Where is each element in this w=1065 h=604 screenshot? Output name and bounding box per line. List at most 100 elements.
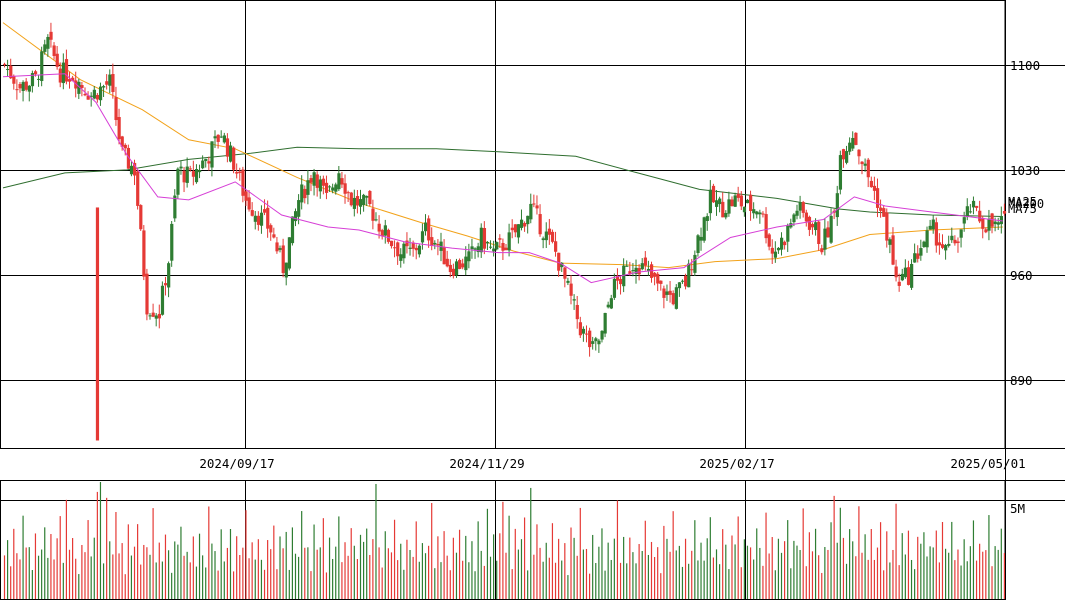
candle	[739, 191, 743, 211]
candle	[516, 224, 521, 244]
candle	[467, 243, 471, 269]
candle-body	[922, 241, 926, 247]
candle	[210, 141, 214, 177]
candle	[848, 137, 852, 155]
candle-body	[603, 312, 607, 334]
candle	[690, 258, 694, 276]
candle	[879, 199, 883, 218]
candle-body	[894, 266, 898, 278]
candle-body	[739, 195, 743, 207]
candle	[430, 227, 434, 251]
candle-body	[566, 280, 570, 283]
candle	[331, 183, 335, 194]
candle	[764, 207, 768, 244]
candle	[424, 214, 428, 236]
candle	[61, 53, 66, 90]
candle-body	[628, 271, 632, 275]
candle-body	[303, 188, 307, 199]
candle	[393, 240, 397, 258]
candle-body	[761, 213, 765, 215]
candle-body	[702, 217, 706, 241]
candle-body	[95, 207, 100, 441]
legend-ma200: MA200	[1008, 197, 1044, 211]
candle	[835, 185, 839, 226]
candle-body	[826, 227, 830, 238]
candle-body	[324, 182, 329, 193]
candle	[136, 169, 140, 210]
candle	[544, 222, 548, 248]
candle-body	[163, 283, 168, 286]
candle-body	[841, 149, 846, 160]
candle	[783, 240, 787, 250]
candle	[897, 273, 901, 292]
candle-body	[461, 263, 465, 268]
candle	[519, 209, 524, 231]
candle	[600, 330, 604, 343]
candle-body	[866, 159, 870, 178]
candle-body	[389, 240, 394, 247]
candle-body	[68, 79, 72, 82]
candle	[216, 134, 220, 149]
candle-body	[133, 162, 137, 176]
candle-body	[612, 278, 617, 298]
candle-body	[578, 322, 582, 336]
candle	[194, 164, 199, 184]
candle-body	[860, 161, 864, 165]
candle	[996, 217, 1000, 230]
candle	[15, 79, 19, 100]
candle-body	[281, 245, 285, 274]
candle-body	[643, 257, 648, 266]
candle-body	[588, 330, 592, 348]
candle	[284, 262, 288, 286]
candle-body	[869, 180, 873, 188]
candle-body	[157, 313, 161, 319]
candle	[281, 238, 285, 278]
candle	[414, 244, 418, 260]
candle-body	[27, 85, 31, 92]
candle-body	[572, 299, 576, 301]
candle-body	[476, 246, 480, 253]
candle-body	[854, 132, 858, 145]
candle	[442, 239, 446, 265]
candle	[377, 215, 381, 239]
candle	[272, 227, 276, 239]
candle-body	[674, 287, 678, 309]
candle	[188, 165, 192, 172]
candle	[529, 193, 533, 224]
candle-body	[86, 95, 90, 100]
candle	[668, 280, 672, 303]
candle	[851, 131, 855, 152]
candle-body	[956, 241, 960, 243]
candle-body	[6, 69, 10, 71]
candle	[278, 245, 282, 253]
candle-body	[420, 231, 425, 243]
candle	[129, 161, 134, 177]
candle-body	[40, 51, 44, 82]
candle	[173, 189, 177, 222]
candle	[207, 156, 211, 171]
candle	[55, 45, 59, 70]
candle-body	[575, 304, 579, 320]
candle	[619, 276, 623, 295]
candle-body	[591, 341, 595, 344]
candle-body	[742, 206, 747, 213]
candle	[495, 241, 499, 251]
candle-body	[680, 280, 685, 282]
candle	[470, 238, 474, 259]
candle-body	[402, 243, 406, 259]
candle	[807, 215, 812, 237]
candle	[18, 82, 22, 93]
candle	[937, 233, 942, 255]
candle-body	[232, 147, 236, 170]
candle-body	[154, 315, 158, 319]
candle	[309, 174, 313, 192]
candle-body	[535, 205, 539, 209]
candle	[346, 190, 350, 202]
candle-body	[885, 212, 889, 241]
candle	[176, 167, 180, 199]
candle	[507, 223, 511, 257]
candle-body	[346, 192, 350, 194]
candle	[987, 209, 991, 241]
candle-body	[222, 135, 226, 143]
